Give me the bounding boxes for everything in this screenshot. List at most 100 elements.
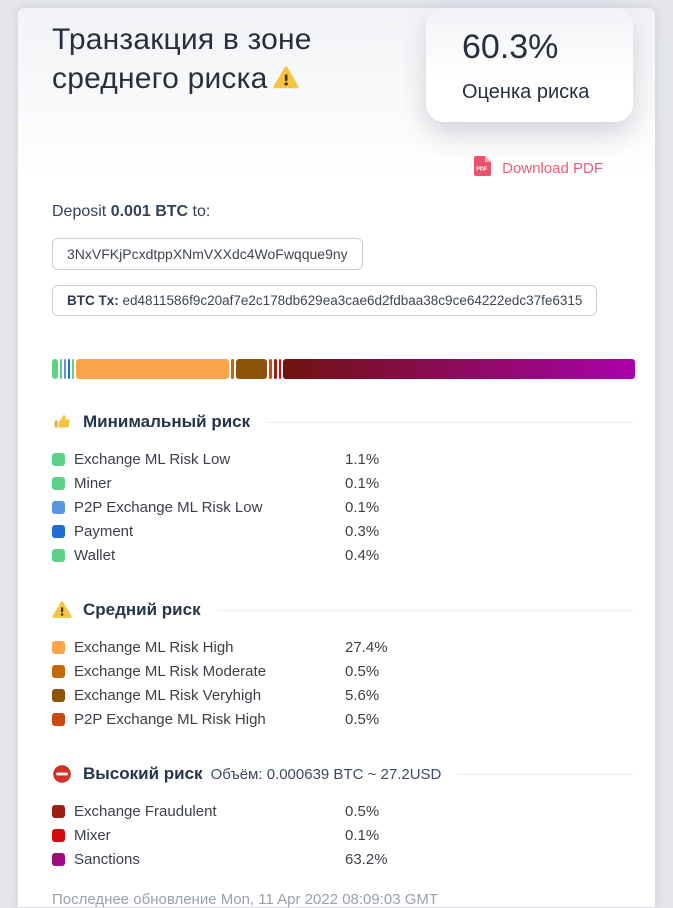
section-title: Высокий риск [83, 764, 203, 783]
legend-rows: Exchange ML Risk Low 1.1% Miner 0.1% P2P Exc… [52, 447, 633, 567]
svg-text:PDF: PDF [476, 167, 488, 173]
section-header: Высокий риск Объём: 0.000639 BTC ~ 27.2U… [52, 764, 633, 784]
category-color-swatch [52, 524, 65, 538]
header: Транзакция в зоне среднего риска 60.3% О… [52, 8, 633, 122]
category-color-swatch [52, 828, 65, 842]
btc-tx-hash: ed4811586f9c20af7e2c178db629ea3cae6d2fdb… [122, 293, 583, 308]
section-divider [457, 773, 633, 775]
category-color-swatch [52, 804, 65, 818]
bar-segment [282, 359, 635, 379]
category-value: 0.5% [345, 710, 380, 728]
category-value: 0.5% [345, 802, 380, 820]
category-color-swatch [52, 548, 65, 562]
category-color-swatch [52, 500, 65, 514]
section-minimal-risk: Минимальный риск Exchange ML Risk Low 1.1… [52, 412, 633, 567]
category-label: Payment [74, 522, 134, 540]
bar-segment [278, 359, 281, 379]
category-label: Exchange ML Risk High [74, 638, 234, 656]
category-color-swatch [52, 712, 65, 726]
category-color-swatch [52, 688, 65, 702]
deposit-suffix: to: [188, 203, 211, 220]
category-label: Exchange ML Risk Moderate [74, 662, 267, 680]
category-value: 5.6% [345, 686, 380, 704]
category-label: Sanctions [74, 850, 140, 868]
legend-row: Wallet 0.4% [52, 543, 633, 567]
bar-segment [60, 359, 63, 379]
deposit-prefix: Deposit [52, 203, 111, 220]
category-label: P2P Exchange ML Risk High [74, 710, 266, 728]
category-color-swatch [52, 664, 65, 678]
warning-triangle-icon [273, 62, 299, 101]
category-value: 1.1% [345, 450, 380, 468]
risk-distribution-bar [52, 359, 635, 379]
report-panel: Транзакция в зоне среднего риска 60.3% О… [18, 8, 655, 908]
legend-row: Exchange ML Risk Veryhigh 5.6% [52, 683, 633, 707]
page-title-line1: Транзакция в зоне [52, 23, 312, 56]
category-label: P2P Exchange ML Risk Low [74, 498, 263, 516]
bar-segment [76, 359, 230, 379]
section-divider [216, 609, 633, 611]
legend-rows: Exchange ML Risk High 27.4% Exchange ML Ri… [52, 635, 633, 731]
deposit-amount: 0.001 BTC [110, 203, 189, 220]
btc-tx-label: BTC Tx: [67, 293, 123, 308]
category-label: Mixer [74, 826, 111, 844]
bar-segment [231, 359, 234, 379]
legend-row: Sanctions 63.2% [52, 847, 633, 871]
category-color-swatch [52, 476, 65, 490]
download-pdf-link[interactable]: Download PDF [502, 160, 603, 177]
section-title: Минимальный риск [83, 412, 251, 431]
warning-triangle-icon [52, 600, 72, 620]
legend-rows: Exchange Fraudulent 0.5% Mixer 0.1% Sanction… [52, 799, 633, 871]
legend-row: Mixer 0.1% [52, 823, 633, 847]
section-high-risk: Высокий риск Объём: 0.000639 BTC ~ 27.2U… [52, 764, 633, 871]
thumbs-up-icon [52, 412, 72, 432]
category-label: Exchange ML Risk Low [74, 450, 231, 468]
category-value: 27.4% [345, 638, 388, 656]
section-header: Минимальный риск [52, 412, 633, 432]
bar-segment [273, 359, 277, 379]
legend-row: Exchange ML Risk Low 1.1% [52, 447, 633, 471]
bar-segment [68, 359, 71, 379]
category-value: 0.1% [345, 826, 380, 844]
legend-row: P2P Exchange ML Risk High 0.5% [52, 707, 633, 731]
volume-note: Объём: 0.000639 BTC ~ 27.2USD [210, 765, 442, 783]
bar-segment [72, 359, 75, 379]
bar-segment [269, 359, 272, 379]
page-title-line2: среднего риска [52, 62, 268, 95]
bar-segment [235, 359, 268, 379]
legend-row: Exchange ML Risk High 27.4% [52, 635, 633, 659]
legend-row: P2P Exchange ML Risk Low 0.1% [52, 495, 633, 519]
section-header: Средний риск [52, 600, 633, 620]
category-color-swatch [52, 452, 65, 466]
page-title: Транзакция в зоне среднего риска [52, 8, 312, 101]
risk-score-label: Оценка риска [462, 81, 590, 103]
category-value: 63.2% [345, 850, 388, 868]
category-color-swatch [52, 640, 65, 654]
legend-row: Exchange Fraudulent 0.5% [52, 799, 633, 823]
category-label: Miner [74, 474, 112, 492]
no-entry-icon [52, 764, 72, 784]
category-value: 0.1% [345, 474, 380, 492]
deposit-line: Deposit 0.001 BTC to: [52, 203, 633, 221]
risk-score-value: 60.3% [462, 28, 559, 66]
section-divider [266, 421, 633, 423]
legend-row: Miner 0.1% [52, 471, 633, 495]
category-value: 0.1% [345, 498, 380, 516]
category-label: Exchange Fraudulent [74, 802, 217, 820]
legend-row: Payment 0.3% [52, 519, 633, 543]
category-color-swatch [52, 852, 65, 866]
legend-row: Exchange ML Risk Moderate 0.5% [52, 659, 633, 683]
category-value: 0.5% [345, 662, 380, 680]
btc-tx-chip[interactable]: BTC Tx: ed4811586f9c20af7e2c178db629ea3c… [52, 285, 598, 316]
section-medium-risk: Средний риск Exchange ML Risk High 27.4% E… [52, 600, 633, 731]
deposit-address-chip[interactable]: 3NxVFKjPcxdtppXNmVXXdc4WoFwqque9ny [52, 238, 363, 270]
download-pdf-row: PDF Download PDF [52, 156, 603, 181]
category-label: Wallet [74, 546, 116, 564]
last-update-text: Последнее обновление Mon, 11 Apr 2022 08… [52, 891, 439, 908]
bar-segment [64, 359, 67, 379]
risk-score-card: 60.3% Оценка риска [426, 8, 633, 122]
pdf-file-icon: PDF [474, 156, 492, 181]
category-value: 0.3% [345, 522, 380, 540]
bar-segment [52, 359, 59, 379]
category-value: 0.4% [345, 546, 380, 564]
